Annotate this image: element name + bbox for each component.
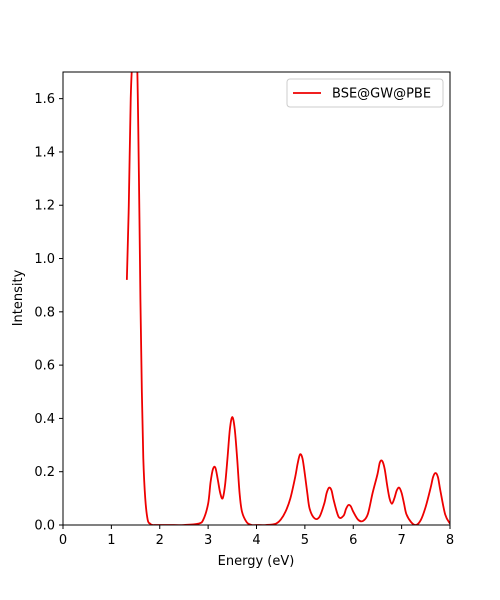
x-tick-label: 5: [301, 533, 309, 548]
x-tick-label: 3: [204, 533, 212, 548]
y-axis-label: Intensity: [11, 269, 26, 326]
y-tick-label: 0.6: [34, 359, 55, 374]
plot-background: [63, 72, 450, 525]
y-tick-label: 0.2: [34, 465, 55, 480]
x-tick-label: 4: [252, 533, 260, 548]
x-tick-label: 7: [397, 533, 405, 548]
series-line: [125, 72, 450, 525]
legend-label: BSE@GW@PBE: [332, 87, 431, 102]
legend: BSE@GW@PBE: [286, 78, 444, 108]
y-tick-label: 1.6: [34, 92, 55, 107]
x-tick-label: 2: [156, 533, 164, 548]
y-tick-label: 0.8: [34, 305, 55, 320]
x-tick-label: 6: [349, 533, 357, 548]
y-tick-label: 1.0: [34, 252, 55, 267]
x-tick-label: 0: [59, 533, 67, 548]
y-axis-ticks: 0.0 0.2 0.4 0.6 0.8 1.0 1.2 1.4 1.6: [34, 92, 63, 534]
x-axis-ticks: 0 1 2 3 4 5 6 7 8: [59, 525, 454, 548]
y-tick-label: 0.0: [34, 519, 55, 534]
y-tick-label: 1.2: [34, 199, 55, 214]
legend-box: [286, 78, 444, 108]
y-tick-label: 0.4: [34, 412, 55, 427]
y-tick-label: 1.4: [34, 145, 55, 160]
x-tick-label: 1: [107, 533, 115, 548]
x-tick-label: 8: [446, 533, 454, 548]
x-axis-label: Energy (eV): [218, 554, 295, 569]
series-layer: [125, 72, 450, 525]
